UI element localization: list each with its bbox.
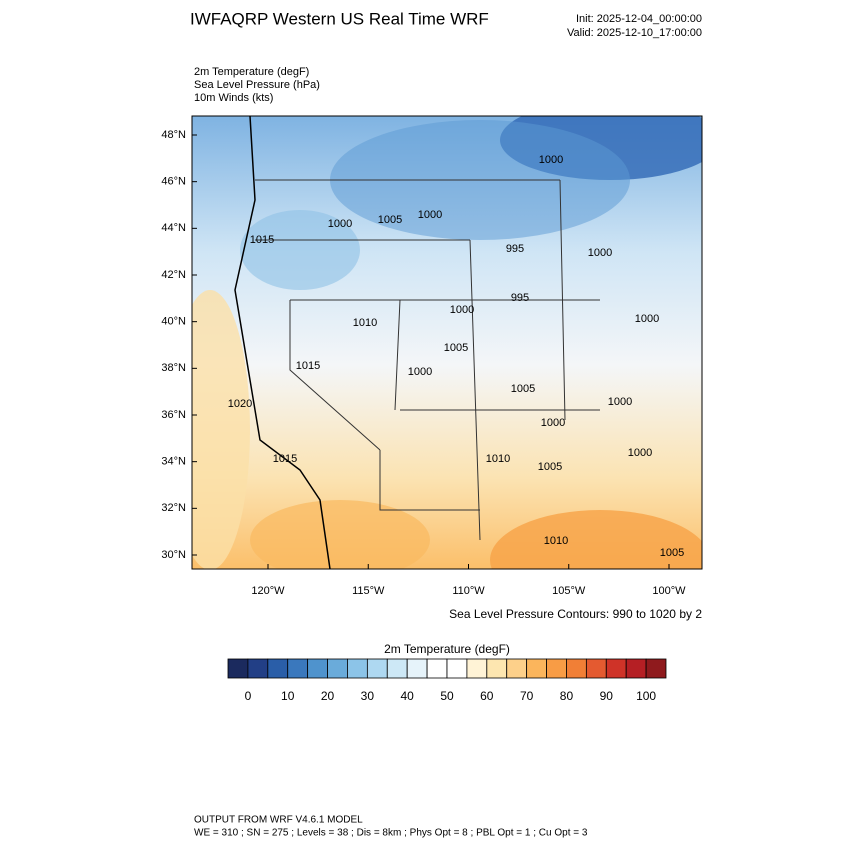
lon-label: 100°W	[652, 585, 686, 597]
contour-label: 1020	[228, 398, 252, 410]
colorbar-box	[546, 658, 567, 679]
colorbar-tick-label: 0	[245, 689, 252, 703]
lat-label: 44°N	[161, 222, 186, 234]
colorbar-tick-label: 50	[440, 689, 454, 703]
colorbar-box	[307, 658, 328, 679]
contour-label: 1000	[539, 154, 563, 166]
colorbar-box	[247, 658, 269, 679]
contour-label: 1000	[588, 247, 612, 259]
colorbar-box	[625, 658, 647, 679]
colorbar-tick-label: 90	[600, 689, 614, 703]
contour-label: 995	[506, 243, 524, 255]
colorbar-box	[526, 658, 547, 679]
colorbar-tick-label: 60	[480, 689, 494, 703]
contour-label: 1000	[635, 313, 659, 325]
lat-label: 40°N	[161, 316, 186, 328]
footer: WE = 310 ; SN = 275 ; Levels = 38 ; Dis …	[194, 828, 588, 839]
colorbar-box	[406, 658, 428, 679]
colorbar-box	[486, 658, 508, 679]
contour-label: 1010	[544, 535, 568, 547]
colorbar-box	[506, 658, 528, 679]
contour-label: 1005	[511, 383, 535, 395]
contour-label: 1000	[608, 396, 632, 408]
lon-label: 105°W	[552, 585, 586, 597]
lat-label: 42°N	[161, 269, 186, 281]
colorbar-tick-label: 70	[520, 689, 534, 703]
contour-label: 1015	[273, 453, 297, 465]
map-frame	[191, 115, 703, 570]
field-label: Sea Level Pressure (hPa)	[194, 79, 320, 91]
lon-label: 115°W	[352, 585, 385, 597]
lon-label: 110°W	[452, 585, 485, 597]
contour-label: 1015	[250, 234, 274, 246]
lat-label: 38°N	[161, 362, 186, 374]
colorbar-box	[566, 658, 587, 679]
colorbar-box	[347, 658, 368, 679]
colorbar-tick-label: 100	[636, 689, 656, 703]
field-label: 2m Temperature (degF)	[194, 66, 309, 78]
title: IWFAQRP Western US Real Time WRF	[190, 9, 489, 28]
lat-label: 32°N	[161, 502, 186, 514]
contour-label: 1005	[538, 461, 562, 473]
field-label: 10m Winds (kts)	[194, 92, 273, 104]
colorbar-tick-label: 30	[361, 689, 375, 703]
colorbar-box	[466, 658, 488, 679]
colorbar-tick-label: 10	[281, 689, 295, 703]
lat-label: 36°N	[161, 409, 186, 421]
lat-label: 46°N	[161, 176, 186, 188]
colorbar-box	[327, 658, 348, 679]
lon-label: 120°W	[251, 585, 285, 597]
colorbar-tick-label: 20	[321, 689, 335, 703]
valid-time: Valid: 2025-12-10_17:00:00	[567, 27, 702, 39]
colorbar-tick-label: 80	[560, 689, 574, 703]
footer: OUTPUT FROM WRF V4.6.1 MODEL	[194, 815, 363, 826]
contour-label: 1015	[296, 360, 320, 372]
colorbar-title: 2m Temperature (degF)	[384, 642, 510, 656]
colorbar-tick-label: 40	[401, 689, 415, 703]
contour-label: 995	[511, 292, 529, 304]
contour-label: 1005	[444, 342, 468, 354]
contour-label: 1010	[486, 453, 510, 465]
colorbar-box	[426, 658, 448, 679]
contour-label: 1000	[628, 447, 652, 459]
contour-label: 1000	[450, 304, 474, 316]
lat-label: 30°N	[161, 549, 186, 561]
contour-label: 1000	[541, 417, 565, 429]
lat-label: 48°N	[161, 129, 186, 141]
colorbar-box	[645, 658, 667, 679]
colorbar-box	[605, 658, 627, 679]
colorbar-box	[267, 658, 289, 679]
contour-note: Sea Level Pressure Contours: 990 to 1020…	[449, 607, 702, 621]
colorbar-box	[287, 658, 309, 679]
contour-label: 1010	[353, 317, 377, 329]
colorbar-box	[227, 658, 249, 679]
contour-label: 1000	[408, 366, 432, 378]
init-time: Init: 2025-12-04_00:00:00	[576, 13, 702, 25]
colorbar-box	[585, 658, 607, 679]
colorbar-box	[366, 658, 388, 679]
map-field	[192, 116, 702, 569]
colorbar-box	[386, 658, 408, 679]
contour-label: 1000	[328, 218, 352, 230]
contour-label: 1005	[378, 214, 402, 226]
colorbar-box	[446, 658, 468, 679]
contour-label: 1005	[660, 547, 684, 559]
contour-label: 1000	[418, 209, 442, 221]
lat-label: 34°N	[161, 456, 186, 468]
